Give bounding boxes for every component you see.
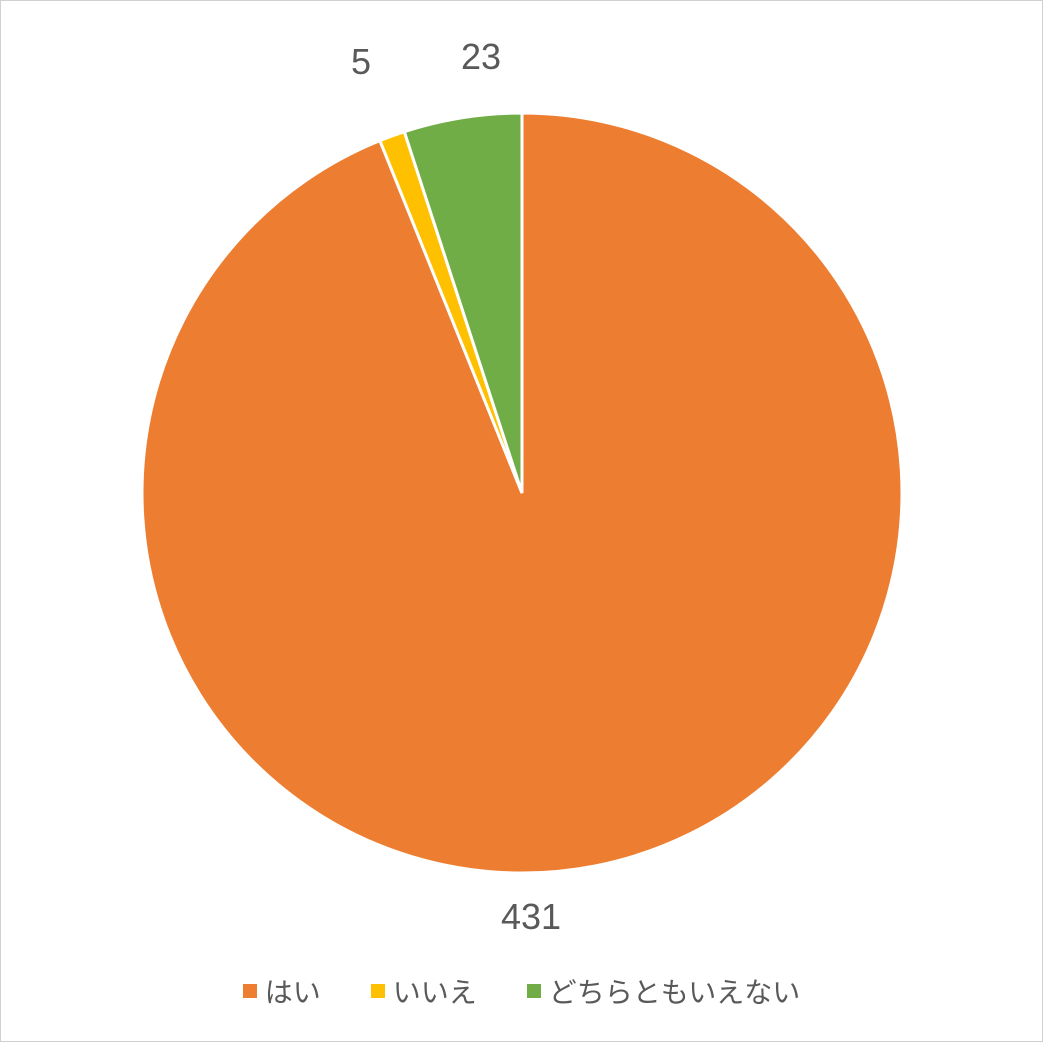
chart-legend: はい いいえ どちらともいえない xyxy=(1,971,1042,1011)
legend-item: どちらともいえない xyxy=(527,971,800,1011)
legend-marker-icon xyxy=(243,984,257,998)
pie-chart-svg xyxy=(1,1,1043,1043)
data-label-value-2: 23 xyxy=(461,36,501,78)
data-label-value-0: 431 xyxy=(501,896,561,938)
pie-chart-container: 431 5 23 はい いいえ どちらともいえない xyxy=(0,0,1043,1042)
legend-label: はい xyxy=(265,971,321,1011)
legend-item: いいえ xyxy=(371,971,477,1011)
legend-item: はい xyxy=(243,971,321,1011)
legend-label: どちらともいえない xyxy=(549,971,800,1011)
data-label-value-1: 5 xyxy=(351,41,371,83)
legend-marker-icon xyxy=(527,984,541,998)
legend-marker-icon xyxy=(371,984,385,998)
legend-label: いいえ xyxy=(393,971,477,1011)
